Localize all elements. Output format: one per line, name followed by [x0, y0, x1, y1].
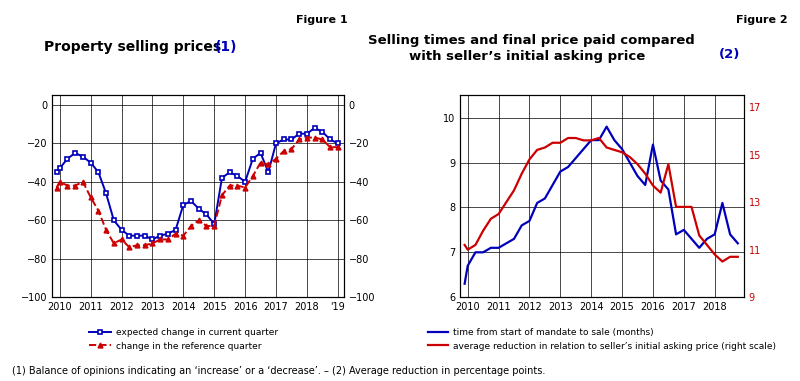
Text: Figure 1: Figure 1	[296, 15, 348, 25]
Legend: time from start of mandate to sale (months), average reduction in relation to se: time from start of mandate to sale (mont…	[428, 328, 776, 351]
Text: (2): (2)	[719, 48, 741, 61]
Text: (1) Balance of opinions indicating an ‘increase’ or a ‘decrease’. – (2) Average : (1) Balance of opinions indicating an ‘i…	[12, 367, 546, 376]
Text: Figure 2: Figure 2	[736, 15, 788, 25]
Text: Property selling prices: Property selling prices	[44, 40, 226, 54]
Text: Selling times and final price paid compared
with seller’s initial asking price: Selling times and final price paid compa…	[368, 34, 694, 63]
Text: (1): (1)	[214, 40, 237, 54]
Legend: expected change in current quarter, change in the reference quarter: expected change in current quarter, chan…	[89, 328, 278, 351]
